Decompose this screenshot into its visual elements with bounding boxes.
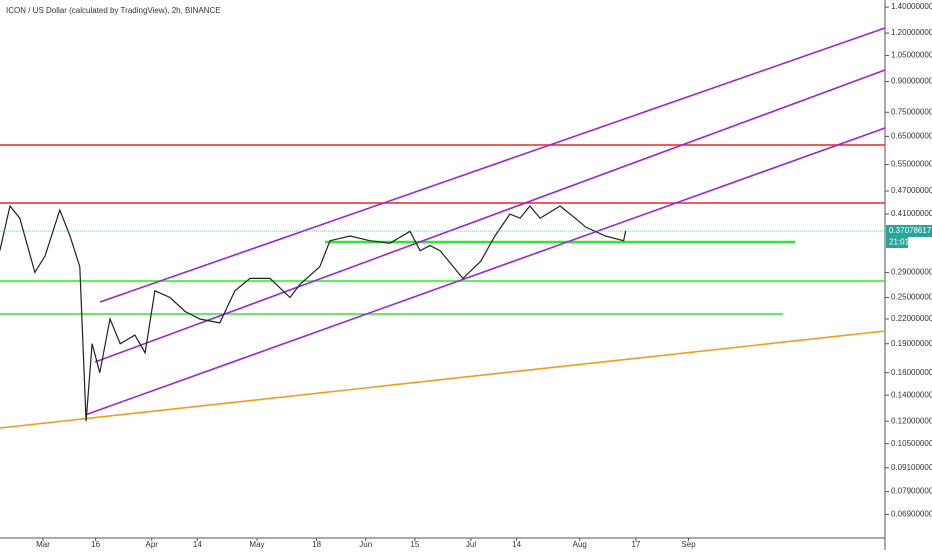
y-tick-label: 0.55000000 xyxy=(891,160,932,169)
chart-title: ICON / US Dollar (calculated by TradingV… xyxy=(6,6,221,15)
y-tick-label: 0.07900000 xyxy=(891,487,932,496)
channel-line xyxy=(84,127,886,416)
y-tick-label: 0.75000000 xyxy=(891,107,932,116)
y-tick-label: 0.47000000 xyxy=(891,186,932,195)
y-tick-label: 0.90000000 xyxy=(891,77,932,86)
y-tick-label: 0.12000000 xyxy=(891,416,932,425)
x-tick-label: Jun xyxy=(359,540,372,549)
y-tick-label: 1.05000000 xyxy=(891,51,932,60)
x-tick-label: 14 xyxy=(193,540,202,549)
x-tick-label: 16 xyxy=(91,540,100,549)
last-price-label: 0.37078617 xyxy=(889,226,932,235)
y-tick-label: 1.40000000 xyxy=(891,2,932,11)
y-tick-label: 1.20000000 xyxy=(891,28,932,37)
y-tick-label: 0.10500000 xyxy=(891,439,932,448)
x-tick-label: Jul xyxy=(466,540,476,549)
y-tick-label: 0.14000000 xyxy=(891,390,932,399)
price-line xyxy=(0,204,627,422)
y-tick-label: 0.06900000 xyxy=(891,510,932,519)
y-tick-label: 0.09100000 xyxy=(891,463,932,472)
x-tick-label: Apr xyxy=(146,540,159,549)
x-tick-label: May xyxy=(249,540,264,549)
x-tick-label: 17 xyxy=(631,540,640,549)
countdown-box xyxy=(886,237,908,249)
y-tick-label: 0.65000000 xyxy=(891,132,932,141)
drawings xyxy=(0,27,886,429)
channel-line xyxy=(94,69,886,363)
x-tick-label: Mar xyxy=(36,540,50,549)
y-tick-label: 0.22000000 xyxy=(891,314,932,323)
countdown-label: 21:01 xyxy=(889,238,910,247)
x-tick-label: Aug xyxy=(573,540,587,549)
x-tick-label: 18 xyxy=(312,540,321,549)
channel-line xyxy=(99,27,886,303)
trend-line xyxy=(0,330,886,429)
y-tick-label: 0.29000000 xyxy=(891,268,932,277)
x-tick-label: Sep xyxy=(681,540,696,549)
y-tick-label: 0.16000000 xyxy=(891,368,932,377)
y-tick-label: 0.25000000 xyxy=(891,293,932,302)
x-tick-label: 14 xyxy=(512,540,521,549)
x-tick-label: 15 xyxy=(410,540,419,549)
last-price-box xyxy=(886,225,932,238)
y-tick-label: 0.19000000 xyxy=(891,339,932,348)
y-tick-label: 0.41000000 xyxy=(891,209,932,218)
